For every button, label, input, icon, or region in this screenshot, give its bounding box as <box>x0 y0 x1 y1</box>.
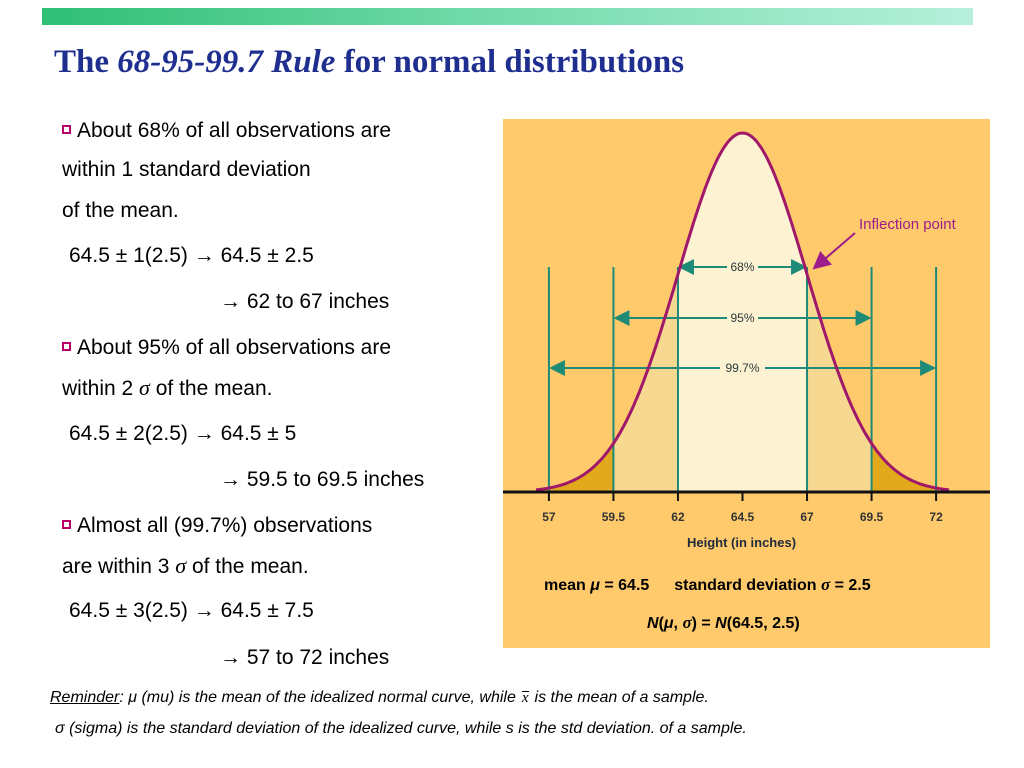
bullet-2-text-1: About 95% of all observations are <box>77 336 392 359</box>
bullet-1-line-2: within 1 standard deviation <box>62 158 311 181</box>
reminder-text-1b: is the mean of a sample. <box>534 689 709 706</box>
mean-sd-label: mean μ = 64.5 standard deviation σ = 2.5 <box>544 575 871 595</box>
mu-symbol: μ <box>590 577 600 594</box>
open-paren: ( <box>658 615 664 632</box>
reminder-line-1: Reminder: μ (mu) is the mean of the idea… <box>50 689 709 707</box>
square-bullet-icon <box>62 520 71 529</box>
sigma-symbol: σ <box>175 553 187 578</box>
title-rule: 68-95-99.7 Rule <box>117 44 336 80</box>
top-decorative-bar <box>42 8 973 25</box>
square-bullet-icon <box>62 342 71 351</box>
bullet-3-line-1: Almost all (99.7%) observations <box>62 515 372 536</box>
reminder-label: Reminder <box>50 689 120 706</box>
normal-curve-line <box>535 131 950 492</box>
normal-curve-svg: 68% 95% 99.7% 57 59.5 62 64.5 67 69.5 72 Height … <box>503 131 990 550</box>
bullet-1-result: → 62 to 67 inches <box>220 290 390 313</box>
close-equals: ) = <box>691 615 716 632</box>
n-symbol-2: N <box>715 615 727 632</box>
x-tick-label: 62 <box>671 510 685 524</box>
inflection-point-label: Inflection point <box>859 216 957 233</box>
comma: , <box>673 615 683 632</box>
bullet-2-calc: 64.5 ± 2(2.5) → 64.5 ± 5 <box>69 422 297 445</box>
n-symbol: N <box>647 615 659 632</box>
x-tick-label: 59.5 <box>602 510 626 524</box>
interval-label: 68% <box>730 260 754 274</box>
bullet-1-line-3: of the mean. <box>62 199 179 222</box>
x-bar-symbol: x <box>521 690 529 706</box>
sigma-symbol: σ <box>682 613 692 632</box>
sigma-symbol: σ <box>139 375 150 400</box>
mu-symbol: μ <box>663 615 674 632</box>
mean-text: mean <box>544 577 591 594</box>
normal-distribution-chart: 68% 95% 99.7% 57 59.5 62 64.5 67 69.5 72 Height … <box>503 119 990 648</box>
bullet-3-text-1: Almost all (99.7%) observations <box>77 514 373 537</box>
bullet-3-calc: 64.5 ± 3(2.5) → 64.5 ± 7.5 <box>69 599 314 622</box>
bullet-2-line-1: About 95% of all observations are <box>62 337 391 358</box>
square-bullet-icon <box>62 125 71 134</box>
sd-value: = 2.5 <box>830 577 871 594</box>
bullet-3-text-2b: of the mean. <box>191 555 309 578</box>
x-tick-label: 64.5 <box>731 510 755 524</box>
x-axis-label: Height (in inches) <box>687 535 796 550</box>
bullet-1-calc: 64.5 ± 1(2.5) → 64.5 ± 2.5 <box>69 244 314 267</box>
sigma-symbol: σ <box>820 575 831 594</box>
sd-text: standard deviation <box>674 577 821 594</box>
x-tick-label: 67 <box>800 510 814 524</box>
reminder-text-1a: : μ (mu) is the mean of the idealized no… <box>119 689 516 706</box>
x-tick-label: 57 <box>542 510 556 524</box>
bullet-2-result: → 59.5 to 69.5 inches <box>220 468 425 491</box>
bullet-1-line-1: About 68% of all observations are <box>62 120 391 141</box>
interval-label: 95% <box>730 311 754 325</box>
interval-label: 99.7% <box>725 361 759 375</box>
n-value: (64.5, 2.5) <box>726 615 800 632</box>
bullet-2-text-2b: of the mean. <box>155 377 273 400</box>
mean-value: = 64.5 <box>599 577 650 594</box>
inflection-arrow <box>812 232 856 270</box>
slide-title: The 68-95-99.7 Rule for normal distribut… <box>54 44 684 81</box>
normal-notation-label: N(μ, σ) = N(64.5, 2.5) <box>647 613 800 633</box>
bullet-3-result: → 57 to 72 inches <box>220 646 390 669</box>
reminder-line-2: σ (sigma) is the standard deviation of t… <box>55 720 747 737</box>
bullet-1-text-1: About 68% of all observations are <box>77 119 392 142</box>
bullet-2-text-2a: within 2 <box>62 377 140 400</box>
bullet-3-text-2a: are within 3 <box>62 555 176 578</box>
bullet-2-line-2: within 2 σ of the mean. <box>62 375 273 400</box>
title-suffix: for normal distributions <box>335 44 685 80</box>
x-tick-label: 69.5 <box>860 510 884 524</box>
bullet-3-line-2: are within 3 σ of the mean. <box>62 553 309 578</box>
x-tick-label: 72 <box>929 510 943 524</box>
title-prefix: The <box>54 44 118 80</box>
area-68-percent <box>678 133 807 492</box>
